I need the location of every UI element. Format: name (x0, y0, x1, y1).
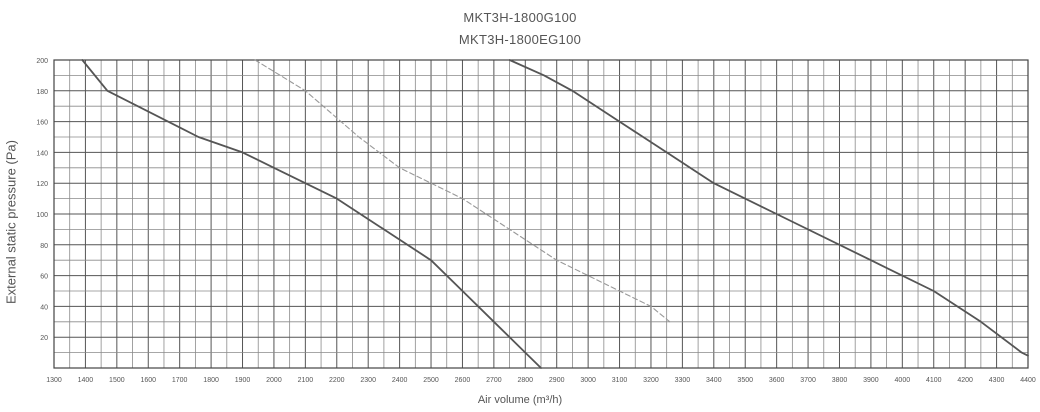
x-tick-label: 4100 (926, 377, 942, 384)
x-tick-label: 3200 (643, 377, 659, 384)
chart-title-line-1: MKT3H-1800G100 (463, 10, 577, 25)
x-tick-label: 3800 (832, 377, 848, 384)
x-tick-label: 4200 (957, 377, 973, 384)
x-axis-label: Air volume (m³/h) (477, 394, 563, 406)
series-line-1 (81, 59, 542, 369)
x-tick-label: 2300 (360, 377, 376, 384)
x-tick-label: 4000 (895, 377, 911, 384)
x-tick-label: 2900 (549, 377, 565, 384)
y-tick-label: 20 (40, 335, 48, 342)
y-tick-label: 80 (40, 243, 48, 250)
x-tick-label: 3500 (737, 377, 753, 384)
x-tick-label: 2800 (518, 377, 534, 384)
y-tick-label: 60 (40, 274, 48, 281)
x-tick-label: 1500 (109, 377, 125, 384)
y-tick-label: 40 (40, 304, 48, 311)
series-line-2 (254, 59, 671, 323)
x-tick-label: 2500 (423, 377, 439, 384)
x-tick-label: 3900 (863, 377, 879, 384)
x-tick-label: 2700 (486, 377, 502, 384)
y-tick-label: 140 (36, 150, 48, 157)
x-tick-label: 2600 (455, 377, 471, 384)
x-tick-label: 1600 (140, 377, 156, 384)
x-tick-label: 4400 (1020, 377, 1036, 384)
x-tick-label: 1700 (172, 377, 188, 384)
x-tick-label: 1900 (235, 377, 251, 384)
x-tick-label: 1400 (78, 377, 94, 384)
x-tick-label: 3400 (706, 377, 722, 384)
x-tick-label: 2200 (329, 377, 345, 384)
y-tick-label: 120 (36, 181, 48, 188)
x-tick-label: 3100 (612, 377, 628, 384)
x-tick-label: 4300 (989, 377, 1005, 384)
y-tick-label: 100 (36, 212, 48, 219)
x-tick-label: 3300 (675, 377, 691, 384)
x-tick-label: 2000 (266, 377, 282, 384)
series-line-3 (508, 59, 1029, 357)
x-tick-label: 3700 (800, 377, 816, 384)
x-tick-label: 2400 (392, 377, 408, 384)
chart-title-line-2: MKT3H-1800EG100 (458, 32, 582, 47)
x-tick-label: 3000 (580, 377, 596, 384)
x-tick-label: 1800 (203, 377, 219, 384)
x-tick-label: 2100 (298, 377, 314, 384)
y-tick-label: 200 (36, 58, 48, 65)
y-tick-label: 160 (36, 120, 48, 127)
x-tick-label: 1300 (46, 377, 62, 384)
x-tick-label: 3600 (769, 377, 785, 384)
y-tick-label: 180 (36, 89, 48, 96)
